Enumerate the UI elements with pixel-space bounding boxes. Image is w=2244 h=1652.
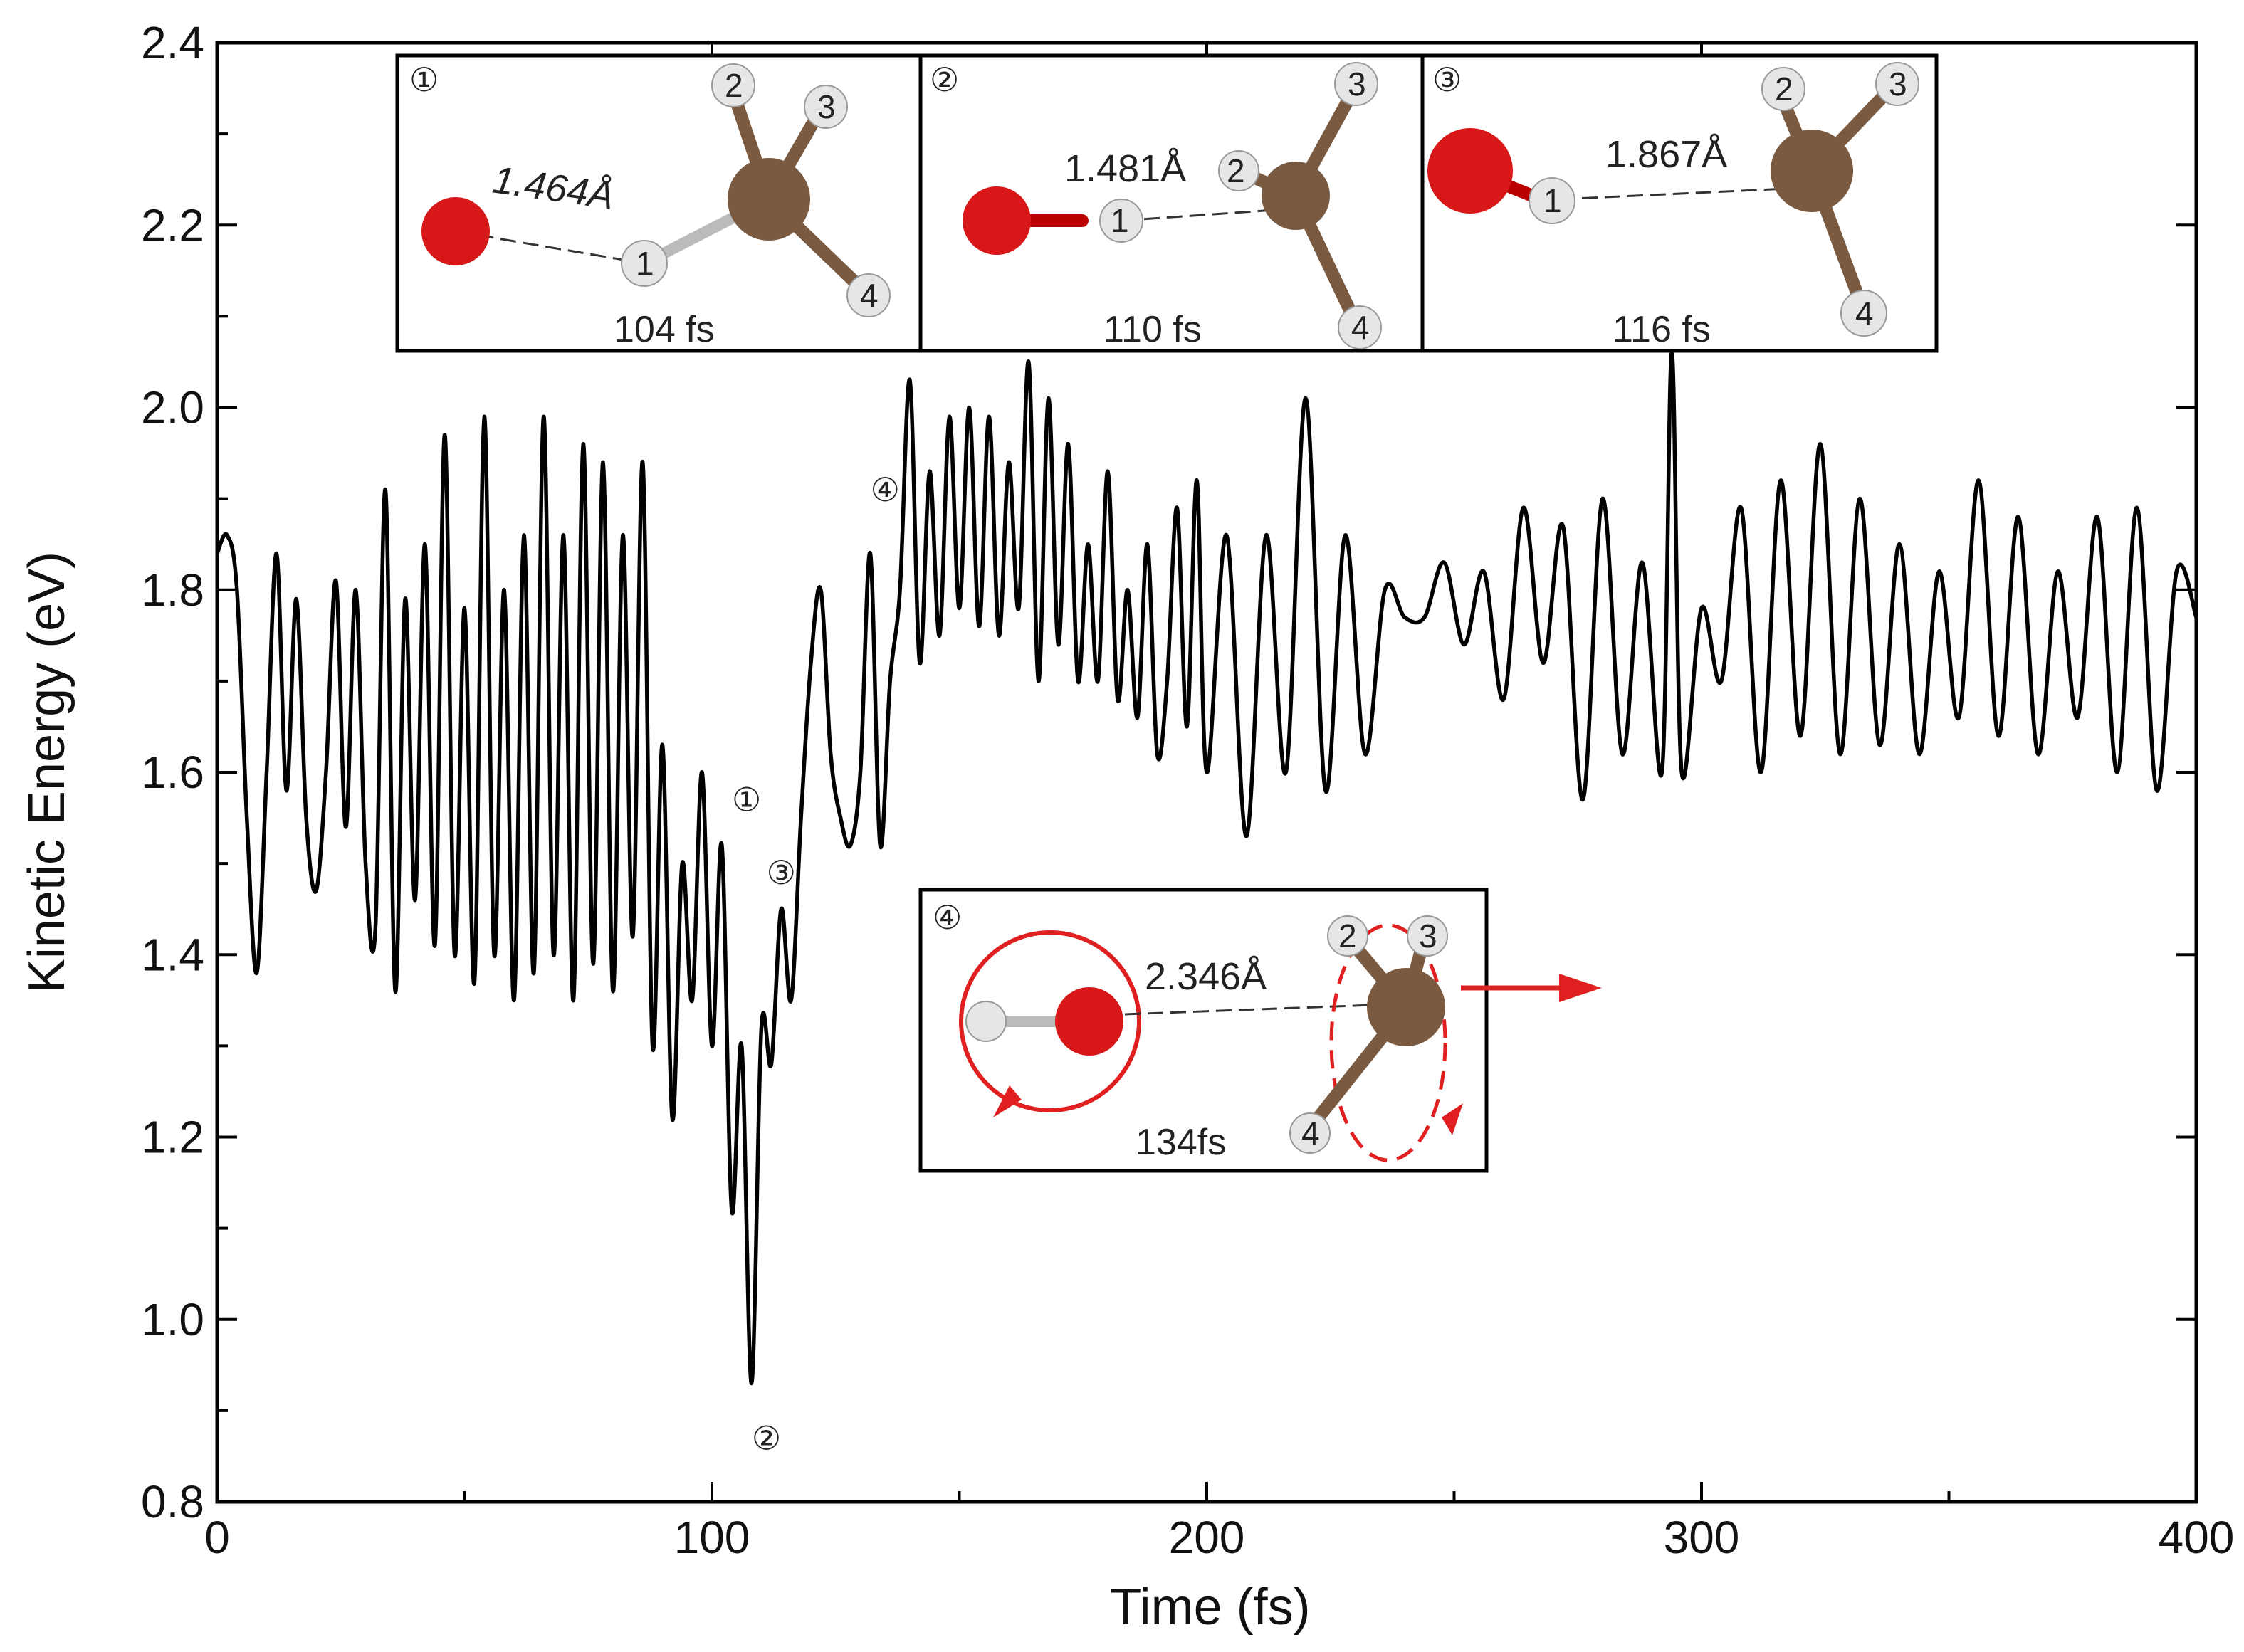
atom-number: 2 [1338, 917, 1357, 954]
inset-4-time: 134fs [1136, 1122, 1226, 1163]
y-tick-label: 1.6 [141, 747, 204, 798]
y-tick-label: 1.8 [141, 564, 204, 616]
inset-4-marker: ④ [933, 898, 962, 937]
atom-number: 4 [1301, 1115, 1320, 1152]
y-tick-label: 2.4 [141, 17, 204, 68]
hydrogen-atom [1327, 915, 1368, 957]
hydrogen-atom [711, 63, 755, 107]
hydrogen-atom [1529, 177, 1575, 224]
x-tick-label: 300 [1664, 1512, 1740, 1563]
inset-3-distance: 1.867Å [1605, 133, 1727, 176]
hydrogen-atom [965, 1001, 1007, 1042]
y-tick-label: 2.0 [141, 382, 204, 433]
y-tick-label: 1.4 [141, 929, 204, 980]
rotation-ellipse [1329, 923, 1447, 1162]
inset-1: ① 1 2 3 4 1.464Å 104 fs [395, 53, 923, 353]
atom-number: 3 [1419, 917, 1437, 954]
marker-2-label: ② [752, 1419, 781, 1457]
inset-2-bond-dash [1121, 209, 1275, 222]
atom-number: 2 [725, 67, 743, 104]
rotation-arrow-icon [1442, 1103, 1463, 1135]
inset-2-distance: 1.481Å [1064, 147, 1186, 190]
y-tick-label: 2.2 [141, 199, 204, 251]
hydrogen-atom [846, 273, 891, 317]
inset-1-time: 104 fs [614, 309, 715, 350]
oxygen-atom [1427, 128, 1513, 214]
inset-2-time: 110 fs [1103, 309, 1202, 350]
inset-2-marker: ② [930, 60, 959, 99]
x-axis: 0 100 200 300 400 [204, 43, 2234, 1563]
oxygen-atom [1055, 987, 1123, 1056]
series-layer [215, 350, 2198, 1386]
inset-3-marker: ③ [1432, 60, 1462, 99]
y-tick-label: 1.0 [141, 1294, 204, 1345]
inset-3-time: 116 fs [1613, 309, 1711, 350]
hydrogen-atom [1761, 67, 1805, 111]
hydrogen-atom [1407, 915, 1448, 957]
inset-3: ③ 1 2 3 4 1.867Å 116 fs [1420, 53, 1939, 353]
marker-2: ② [752, 1419, 781, 1457]
atom-number: 1 [636, 245, 654, 282]
y-tick-label: 1.2 [141, 1112, 204, 1163]
marker-3-label: ③ [767, 853, 796, 892]
marker-1-label: ① [732, 780, 761, 819]
carbon-atom [728, 158, 810, 241]
x-tick-label: 100 [674, 1512, 750, 1563]
atom-number: 1 [1543, 182, 1562, 219]
hydrogen-atom [1289, 1112, 1331, 1154]
y-axis-title: Kinetic Energy (eV) [19, 552, 75, 993]
series-kinetic-energy-line [215, 350, 2198, 1386]
inset-2: ② 1 2 3 4 1.481Å 110 fs [918, 53, 1425, 353]
arrow-right-icon [1559, 974, 1602, 1002]
hydrogen-atom [1875, 62, 1919, 106]
atom-number: 2 [1775, 70, 1793, 107]
x-tick-label: 200 [1169, 1512, 1245, 1563]
atom-number: 4 [1855, 295, 1874, 332]
x-axis-title: Time (fs) [1110, 1579, 1310, 1636]
rotation-arrow-icon [993, 1085, 1022, 1117]
y-axis: 0.8 1.0 1.2 1.4 1.6 1.8 2.0 2.2 2.4 [141, 17, 2196, 1527]
marker-4-label: ④ [871, 470, 900, 509]
inset-4-distance: 2.346Å [1145, 955, 1267, 998]
atom-number: 1 [1111, 202, 1129, 239]
hydrogen-atom [1334, 62, 1378, 106]
marker-3: ③ [767, 853, 796, 892]
rotation-circle [959, 930, 1141, 1112]
hydrogen-atom [1338, 305, 1382, 349]
inset-3-bond-dash [1558, 187, 1788, 201]
carbon-atom [1262, 162, 1330, 230]
atom-number: 4 [1351, 309, 1370, 346]
x-tick-label: 400 [2159, 1512, 2235, 1563]
annotation-layer: ① ② ③ ④ [732, 470, 900, 1458]
y-tick-label: 0.8 [141, 1476, 204, 1527]
oxygen-atom [421, 197, 490, 265]
atom-number: 3 [817, 88, 836, 125]
atom-number: 3 [1889, 65, 1907, 102]
marker-4: ④ [871, 470, 900, 509]
hydrogen-atom [621, 240, 668, 287]
inset-4: ④ 2 3 4 2.346Å 134fs [918, 888, 1602, 1173]
atom-number: 4 [860, 277, 879, 314]
carbon-atom [1771, 130, 1853, 212]
atom-number: 3 [1348, 65, 1366, 102]
marker-1: ① [732, 780, 761, 819]
hydrogen-atom [1218, 150, 1259, 191]
hydrogen-atom [1840, 290, 1887, 337]
hydrogen-atom [1099, 199, 1143, 243]
atom-number: 2 [1227, 152, 1245, 189]
x-tick-label: 0 [204, 1512, 230, 1563]
hydrogen-atom [804, 85, 848, 129]
inset-1-marker: ① [409, 60, 439, 99]
oxygen-atom [963, 186, 1031, 255]
carbon-atom [1367, 968, 1445, 1046]
